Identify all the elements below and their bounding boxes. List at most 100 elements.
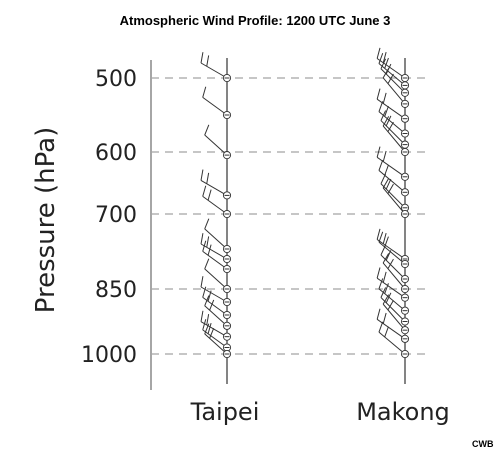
wind-barb (204, 258, 210, 270)
wind-shaft (202, 250, 228, 270)
y-tick-label: 850 (95, 278, 137, 303)
wind-shaft (202, 329, 228, 348)
wind-shaft (200, 243, 228, 260)
wind-level (200, 52, 232, 83)
wind-barb (376, 47, 381, 59)
wind-level (200, 233, 232, 264)
wind-shaft (378, 331, 406, 355)
wind-barb (382, 178, 390, 189)
wind-shaft (200, 179, 228, 196)
wind-barb (207, 323, 212, 334)
wind-shaft (380, 183, 406, 209)
station-profiles: Taipei Makong (190, 47, 450, 426)
wind-barb (384, 326, 389, 338)
station-taipei (200, 52, 232, 384)
wind-barb (204, 295, 210, 306)
wind-level (376, 308, 410, 343)
wind-shaft (378, 170, 406, 193)
wind-barb (206, 172, 210, 184)
wind-level (382, 294, 410, 335)
wind-barb (202, 240, 207, 252)
wind-shaft (200, 321, 228, 338)
wind-barb (376, 88, 381, 100)
chart-title: Atmospheric Wind Profile: 1200 UTC June … (120, 13, 391, 28)
wind-barb (378, 278, 384, 289)
wind-barb (380, 173, 387, 184)
y-tick-label: 700 (95, 203, 137, 228)
wind-shaft (382, 262, 406, 290)
wind-barb (382, 312, 387, 324)
wind-barb (382, 116, 390, 127)
y-tick-label: 500 (95, 67, 137, 92)
wind-barb (387, 300, 394, 311)
wind-level (380, 287, 410, 326)
wind-level (380, 110, 410, 149)
wind-barb (382, 233, 387, 244)
wind-barb (376, 308, 381, 320)
wind-shaft (204, 333, 228, 355)
wind-shaft (204, 228, 228, 250)
wind-level (382, 253, 410, 294)
wind-level (380, 173, 410, 212)
wind-barb (200, 169, 204, 181)
wind-barb (202, 286, 207, 298)
wind-barb (387, 183, 394, 194)
wind-barb (378, 101, 384, 112)
wind-level (378, 321, 410, 359)
wind-level (376, 267, 410, 302)
wind-shaft (380, 120, 406, 145)
wind-barb (207, 189, 212, 201)
wind-barb (202, 319, 207, 331)
wind-level (382, 178, 410, 219)
station-label: Taipei (190, 398, 260, 426)
wind-shaft (376, 58, 406, 79)
wind-barb (385, 178, 392, 190)
wind-shaft (378, 241, 406, 265)
wind-shaft (202, 195, 228, 215)
wind-level (202, 185, 232, 219)
wind-barb (382, 271, 387, 283)
wind-shaft (382, 187, 406, 215)
wind-level (378, 53, 410, 90)
wind-barb (204, 323, 210, 335)
wind-barb (380, 58, 387, 69)
wind-level (382, 116, 410, 157)
wind-barb (384, 283, 389, 294)
wind-barb (382, 52, 387, 63)
wind-shaft (376, 156, 406, 178)
wind-shaft (380, 68, 406, 94)
wind-barb (200, 310, 204, 322)
wind-barb (378, 53, 384, 64)
wind-barb (380, 244, 387, 256)
y-axis-label: Pressure (hPa) (31, 127, 61, 314)
wind-barb (200, 52, 204, 64)
station-makong (376, 47, 410, 384)
source-credit: CWB (472, 439, 494, 449)
wind-barb (385, 115, 392, 127)
wind-level (204, 124, 232, 160)
wind-barb (387, 73, 394, 84)
wind-barb (206, 236, 210, 248)
wind-shaft (378, 63, 406, 86)
wind-barb (206, 55, 210, 67)
wind-level (376, 146, 410, 181)
wind-barb (380, 110, 387, 121)
wind-barb (384, 57, 389, 69)
wind-barb (382, 68, 390, 79)
wind-barb (376, 146, 381, 158)
station-label: Makong (356, 398, 450, 426)
wind-barb (204, 218, 210, 230)
wind-barb (385, 292, 392, 303)
wind-shaft (382, 303, 406, 331)
wind-barb (384, 105, 389, 117)
wind-barb (200, 276, 204, 288)
wind-shaft (202, 96, 228, 116)
wind-shaft (382, 125, 406, 153)
wind-level (382, 68, 410, 108)
wind-level (376, 228, 410, 264)
wind-barb (382, 294, 390, 305)
wind-barb (385, 250, 392, 261)
wind-barb (382, 253, 390, 264)
wind-barb (382, 150, 387, 162)
